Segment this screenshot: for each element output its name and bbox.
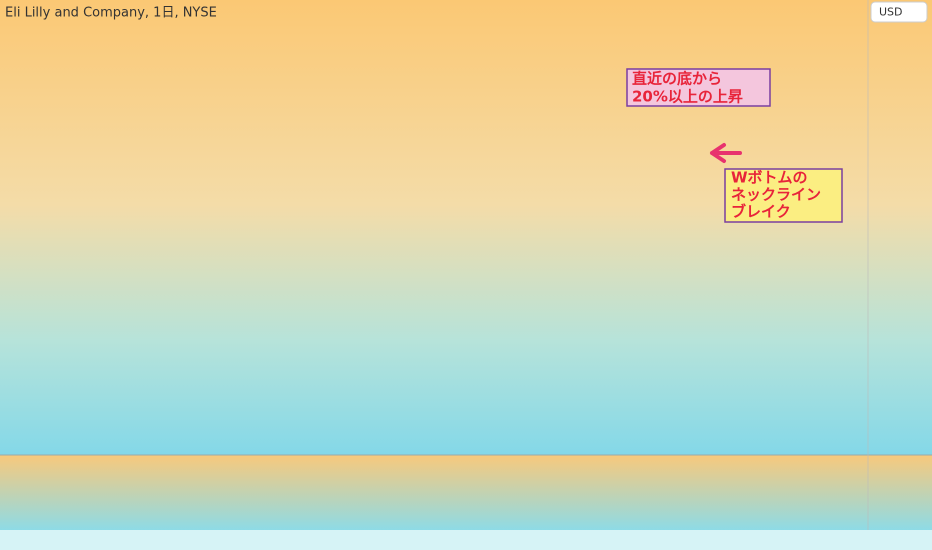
annotation-box: [626, 68, 771, 107]
annotation: 20%以上の上昇: [632, 88, 743, 106]
annotation: ネックライン: [731, 186, 821, 204]
dd-pane: [0, 455, 932, 530]
arrow: [710, 143, 742, 163]
time-axis: [0, 530, 932, 550]
annotation-box: [724, 168, 843, 223]
currency[interactable]: USD: [879, 6, 903, 19]
annotation: ブレイク: [731, 203, 791, 221]
price-pane: [0, 0, 932, 455]
chart-title: Eli Lilly and Company, 1日, NYSE: [5, 6, 217, 21]
currency-button[interactable]: [870, 1, 928, 23]
annotation: Wボトムの: [731, 169, 808, 187]
annotation: 直近の底から: [632, 70, 722, 88]
